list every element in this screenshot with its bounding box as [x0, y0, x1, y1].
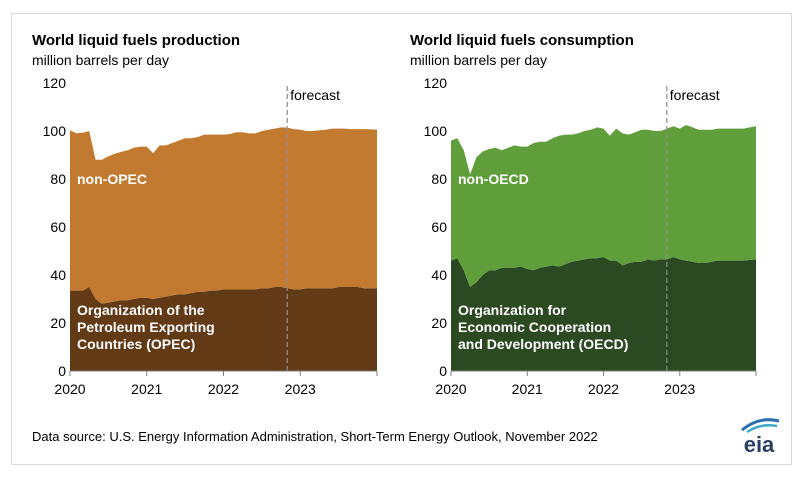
- consumption-y-tick-label: 120: [424, 75, 448, 91]
- production-y-tick-label: 20: [50, 315, 66, 331]
- consumption-series-1-area: [451, 125, 756, 287]
- data-source-note: Data source: U.S. Energy Information Adm…: [32, 429, 598, 444]
- chart-subtitle-production: million barrels per day: [32, 52, 169, 68]
- production-x-tick-label: 2021: [131, 381, 162, 397]
- consumption-y-tick-label: 0: [439, 363, 447, 379]
- chart-title-production: World liquid fuels production: [32, 32, 241, 49]
- production-series-0-label: Organization of the Petroleum Exporting Co…: [77, 302, 215, 352]
- eia-logo: eia: [741, 418, 780, 457]
- chart-title-consumption: World liquid fuels consumption: [410, 32, 634, 49]
- consumption-series-0-area: [451, 257, 756, 371]
- consumption-series-1-label: non-OECD: [458, 171, 529, 187]
- logo-text: eia: [744, 432, 775, 457]
- consumption-series-0-label: Organization for Economic Cooperation and …: [458, 302, 628, 352]
- chart-subtitle-consumption: million barrels per day: [410, 52, 547, 68]
- production-y-tick-label: 0: [58, 363, 66, 379]
- production-series-0-area: [70, 287, 377, 371]
- consumption-y-tick-label: 40: [431, 267, 447, 283]
- consumption-y-tick-label: 80: [431, 171, 447, 187]
- consumption-x-tick-label: 2022: [588, 381, 619, 397]
- consumption-y-tick-label: 20: [431, 315, 447, 331]
- logo-arc-teal: [746, 424, 778, 434]
- production-forecast-label: forecast: [290, 87, 340, 103]
- production-y-tick-label: 120: [43, 75, 67, 91]
- consumption-x-tick-label: 2023: [664, 381, 695, 397]
- production-x-tick-label: 2020: [54, 381, 85, 397]
- production-series-1-label: non-OPEC: [77, 171, 147, 187]
- production-x-tick-label: 2023: [285, 381, 316, 397]
- production-y-tick-label: 80: [50, 171, 66, 187]
- production-x-tick-label: 2022: [208, 381, 239, 397]
- consumption-forecast-label: forecast: [670, 87, 720, 103]
- logo-arc-blue: [741, 418, 780, 432]
- consumption-y-tick-label: 60: [431, 219, 447, 235]
- production-series-1-area: [70, 127, 377, 304]
- consumption-x-tick-label: 2021: [512, 381, 543, 397]
- production-y-tick-label: 40: [50, 267, 66, 283]
- consumption-y-tick-label: 100: [424, 123, 448, 139]
- production-y-tick-label: 60: [50, 219, 66, 235]
- consumption-x-tick-label: 2020: [435, 381, 466, 397]
- production-y-tick-label: 100: [43, 123, 67, 139]
